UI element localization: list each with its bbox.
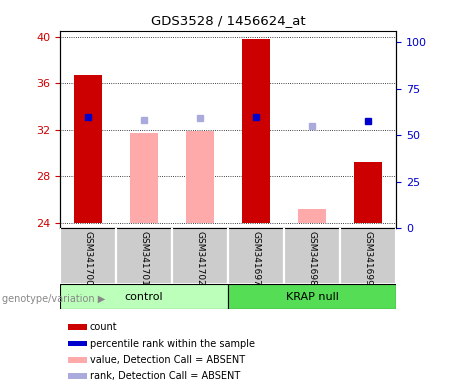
Bar: [60, 228, 116, 284]
Text: percentile rank within the sample: percentile rank within the sample: [90, 339, 255, 349]
Bar: [228, 284, 396, 309]
Bar: [186, 131, 214, 223]
Text: GSM341700: GSM341700: [83, 231, 93, 286]
Text: GSM341702: GSM341702: [195, 231, 205, 286]
Bar: [68, 324, 87, 330]
Bar: [74, 75, 102, 223]
Bar: [355, 162, 383, 223]
Text: control: control: [125, 291, 163, 302]
Text: GSM341698: GSM341698: [308, 231, 317, 286]
Bar: [228, 228, 284, 284]
Bar: [340, 228, 396, 284]
Text: GSM341701: GSM341701: [140, 231, 148, 286]
Text: GSM341699: GSM341699: [364, 231, 373, 286]
Bar: [242, 39, 270, 223]
Text: rank, Detection Call = ABSENT: rank, Detection Call = ABSENT: [90, 371, 240, 381]
Text: value, Detection Call = ABSENT: value, Detection Call = ABSENT: [90, 355, 245, 365]
Bar: [68, 357, 87, 362]
Bar: [116, 228, 172, 284]
Bar: [284, 228, 340, 284]
Text: count: count: [90, 322, 118, 332]
Bar: [68, 373, 87, 379]
Text: GSM341697: GSM341697: [252, 231, 261, 286]
Bar: [130, 133, 158, 223]
Bar: [60, 284, 228, 309]
Bar: [298, 209, 326, 223]
Text: genotype/variation ▶: genotype/variation ▶: [2, 294, 106, 304]
Bar: [172, 228, 228, 284]
Text: KRAP null: KRAP null: [286, 291, 339, 302]
Bar: [68, 341, 87, 346]
Title: GDS3528 / 1456624_at: GDS3528 / 1456624_at: [151, 14, 306, 27]
